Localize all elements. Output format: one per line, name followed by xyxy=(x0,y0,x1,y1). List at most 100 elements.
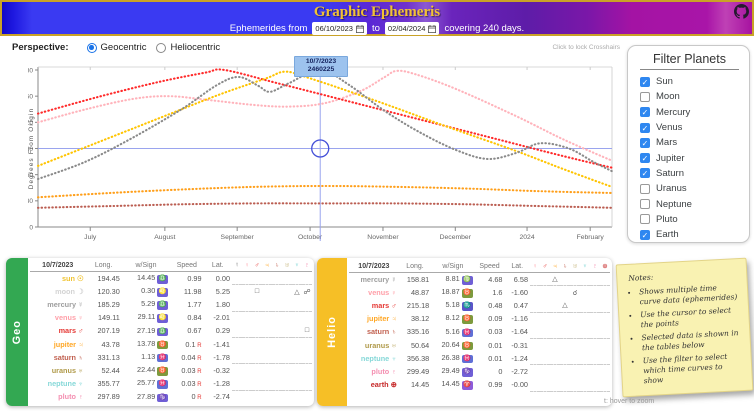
filter-item-moon[interactable]: ✓ Moon xyxy=(640,89,739,104)
filter-item-pluto[interactable]: ✓ Pluto xyxy=(640,212,739,227)
filter-item-jupiter[interactable]: ✓ Jupiter xyxy=(640,150,739,165)
y-axis-tick: 150 xyxy=(28,93,33,100)
filter-label: Pluto xyxy=(656,213,678,225)
aspect-cell xyxy=(232,337,242,350)
longitude-value: 120.30 xyxy=(97,286,120,296)
planet-name: saturn ♄ xyxy=(366,327,397,337)
checkbox-moon[interactable]: ✓ xyxy=(640,91,650,102)
filter-item-saturn[interactable]: ✓ Saturn xyxy=(640,166,739,181)
aspect-cell xyxy=(262,285,272,298)
speed-value: 0.03 R xyxy=(181,379,202,389)
aspect-cell xyxy=(262,271,272,286)
sign-position-value: 25.77 ♓ xyxy=(137,378,169,389)
saturn-icon: ♄ xyxy=(560,262,570,273)
checkbox-neptune[interactable]: ✓ xyxy=(640,199,650,210)
aspect-cell xyxy=(252,337,262,350)
aspect-cell xyxy=(272,337,282,350)
radio-heliocentric-control[interactable] xyxy=(156,42,167,53)
filter-label: Neptune xyxy=(656,198,692,210)
series-saturn[interactable] xyxy=(36,202,614,209)
checkbox-venus[interactable]: ✓ xyxy=(640,122,650,133)
filter-panel-title: Filter Planets xyxy=(640,52,739,70)
latitude-value: -1.60 xyxy=(511,287,528,297)
filter-item-uranus[interactable]: ✓ Uranus xyxy=(640,181,739,196)
aspect-cell xyxy=(302,311,312,324)
aspect-cell xyxy=(530,325,540,339)
aspect-cell xyxy=(242,297,252,312)
filter-item-neptune[interactable]: ✓ Neptune xyxy=(640,196,739,211)
aspect-cell xyxy=(302,297,312,312)
planet-name: venus ♀ xyxy=(54,313,84,323)
aspect-cell xyxy=(570,312,580,325)
table-row-uranus: uranus ♅ 52.44 22.44 ♉ 0.03 R -0.32 xyxy=(30,364,312,377)
planet-name: mercury ☿ xyxy=(360,274,397,284)
x-axis-tick: December xyxy=(440,234,472,241)
radio-geocentric-control[interactable] xyxy=(86,42,97,53)
table-row-saturn: saturn ♄ 335.16 5.16 ♓ 0.03 -1.64 xyxy=(349,325,610,339)
aspect-cell xyxy=(550,298,560,313)
checkbox-sun[interactable]: ✓ xyxy=(640,76,650,87)
planet-name: neptune ♆ xyxy=(360,353,397,363)
aspect-cell xyxy=(292,297,302,312)
speed-value: 0.67 xyxy=(187,326,202,336)
speed-value: 0.01 xyxy=(488,353,503,363)
radio-geocentric[interactable]: Geocentric xyxy=(86,42,146,53)
filter-item-sun[interactable]: ✓ Sun xyxy=(640,74,739,89)
aspect-cell xyxy=(242,390,252,403)
aspect-cell xyxy=(590,298,600,313)
trine-aspect-icon: △ xyxy=(560,298,570,313)
aspect-cell xyxy=(292,324,302,338)
mars-icon: ♂ xyxy=(252,262,262,272)
series-jupiter[interactable] xyxy=(36,184,614,199)
github-icon[interactable] xyxy=(734,4,749,19)
latitude-value: 0.47 xyxy=(513,300,528,310)
series-mercury[interactable] xyxy=(36,68,614,181)
aspect-cell xyxy=(540,272,550,287)
aspect-cell xyxy=(272,350,282,365)
longitude-value: 355.77 xyxy=(97,379,120,389)
aspect-cell xyxy=(282,285,292,298)
checkbox-uranus[interactable]: ✓ xyxy=(640,183,650,194)
uranus-icon: ♅ xyxy=(282,262,292,272)
square-aspect-icon: □ xyxy=(302,324,312,338)
checkbox-pluto[interactable]: ✓ xyxy=(640,214,650,225)
series-venus[interactable] xyxy=(36,69,614,162)
aspect-cell xyxy=(262,337,272,350)
aspect-cell xyxy=(600,338,610,351)
filter-item-venus[interactable]: ✓ Venus xyxy=(640,120,739,135)
filter-item-earth[interactable]: ✓ Earth xyxy=(640,227,739,242)
aspect-cell xyxy=(262,350,272,365)
radio-heliocentric[interactable]: Heliocentric xyxy=(156,42,220,53)
speed-value: 0.99 xyxy=(187,273,202,283)
series-sun[interactable] xyxy=(36,70,614,188)
crosshair-circle[interactable] xyxy=(311,139,330,158)
checkbox-earth[interactable]: ✓ xyxy=(640,229,650,240)
aspect-cell xyxy=(590,286,600,299)
column-header: Speed xyxy=(474,262,505,273)
checkbox-jupiter[interactable]: ✓ xyxy=(640,153,650,164)
chart-canvas[interactable]: 0 30 60 90 120 150 180 July August September Octob… xyxy=(22,52,620,250)
aspect-cell xyxy=(232,297,242,312)
sign-position-value: 27.89 ♑ xyxy=(137,391,169,403)
jupiter-icon: ♃ xyxy=(262,262,272,272)
opposition-aspect-icon: ☍ xyxy=(303,288,311,296)
checkbox-mars[interactable]: ✓ xyxy=(640,137,650,148)
latitude-value: -1.24 xyxy=(511,353,528,363)
checkbox-saturn[interactable]: ✓ xyxy=(640,168,650,179)
aspect-cell xyxy=(570,351,580,366)
sign-position-value: 14.45 ♈ xyxy=(441,379,473,390)
ephemeris-chart[interactable]: 0 30 60 90 120 150 180 July August September Octob… xyxy=(22,52,620,250)
filter-item-mercury[interactable]: ✓ Mercury xyxy=(640,105,739,120)
y-axis-tick: 30 xyxy=(28,198,33,205)
table-row-pluto: pluto ♇ 297.89 27.89 ♑ 0 R -2.74 xyxy=(30,390,312,403)
column-header: Lat. xyxy=(504,262,530,273)
checkbox-mercury[interactable]: ✓ xyxy=(640,107,650,118)
filter-item-mars[interactable]: ✓ Mars xyxy=(640,135,739,150)
date-to-input[interactable]: 02/04/2024 xyxy=(384,22,440,35)
series-mars[interactable] xyxy=(36,68,614,169)
speed-value: 1.77 xyxy=(187,299,202,309)
tooltip-julian-day: 2460225 xyxy=(307,66,335,74)
date-from-input[interactable]: 06/10/2023 xyxy=(312,22,367,35)
app-header: Graphic Ephemeris Ephemerides from 06/10… xyxy=(0,0,754,36)
aspect-cell xyxy=(242,364,252,377)
